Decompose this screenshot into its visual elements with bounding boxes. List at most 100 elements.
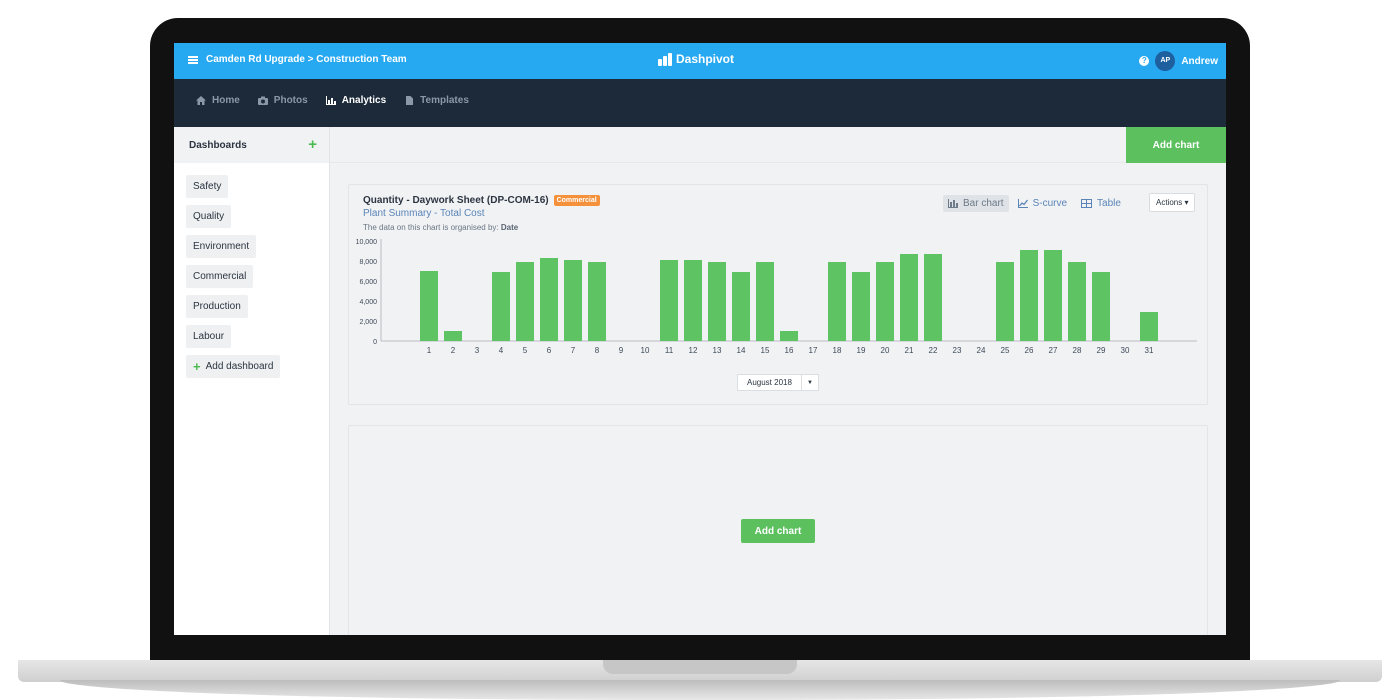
caret-down-icon: ▾ [1184,198,1189,207]
chart-bar [876,262,894,341]
home-icon [196,96,206,105]
x-tick-label: 4 [499,346,504,355]
month-select[interactable]: August 2018 ▼ [737,374,819,391]
user-name[interactable]: Andrew [1181,55,1218,67]
help-icon[interactable]: ? [1139,56,1150,66]
chart-subtitle[interactable]: Plant Summary - Total Cost [363,208,485,219]
chart-bar [756,262,774,341]
breadcrumb[interactable]: Camden Rd Upgrade > Construction Team [188,54,407,65]
app-screen: Camden Rd Upgrade > Construction Team Da… [174,43,1226,635]
dashboard-item-commercial[interactable]: Commercial [186,265,254,288]
y-tick-label: 8,000 [359,259,377,266]
x-tick-label: 1 [427,346,432,355]
x-tick-label: 11 [665,346,674,355]
dashboard-item-quality[interactable]: Quality [186,205,232,228]
nav-analytics[interactable]: Analytics [325,95,387,106]
x-tick-label: 18 [833,346,842,355]
bar-chart-icon [948,199,958,208]
caret-down-icon[interactable]: ▼ [806,379,813,386]
menu-icon[interactable] [188,55,198,64]
laptop-foot [60,680,1340,700]
bar-chart-view-button[interactable]: Bar chart [943,195,1009,212]
x-tick-label: 29 [1097,346,1106,355]
x-tick-label: 13 [713,346,722,355]
chart-card: Quantity - Daywork Sheet (DP-COM-16) Com… [348,184,1208,405]
chart-bar [588,262,606,341]
table-view-button[interactable]: Table [1076,195,1126,212]
x-tick-label: 15 [761,346,770,355]
dashboard-item-environment[interactable]: Environment [186,235,257,258]
nav-home-label: Home [212,95,240,106]
chart-bar [540,258,558,341]
x-tick-label: 9 [619,346,624,355]
y-tick-label: 4,000 [359,299,377,306]
add-chart-button[interactable]: Add chart [1126,127,1226,163]
dashboard-item-labour[interactable]: Labour [186,325,232,348]
chart-note: The data on this chart is organised by: … [363,223,518,232]
y-tick-label: 2,000 [359,319,377,326]
s-curve-view-button[interactable]: S-curve [1013,195,1072,212]
month-select-value: August 2018 [738,375,802,390]
main-nav: Home Photos Analytics Templates [174,79,1226,127]
top-bar: Camden Rd Upgrade > Construction Team Da… [174,43,1226,79]
chart-bar [492,272,510,341]
x-tick-label: 25 [1001,346,1010,355]
nav-home[interactable]: Home [196,95,240,106]
actions-dropdown[interactable]: Actions ▾ [1149,193,1196,212]
x-tick-label: 10 [641,346,650,355]
user-area: ? AP Andrew [1139,51,1218,71]
breadcrumb-text[interactable]: Camden Rd Upgrade > Construction Team [206,54,407,65]
x-tick-label: 31 [1145,346,1154,355]
chart-bar [1068,262,1086,341]
x-tick-label: 3 [475,346,480,355]
chart-note-value: Date [500,223,519,232]
line-chart-icon [1017,199,1028,208]
x-tick-label: 7 [571,346,576,355]
x-tick-label: 22 [929,346,938,355]
x-tick-label: 23 [953,346,962,355]
x-tick-label: 2 [451,346,456,355]
plus-icon: + [193,358,201,374]
chart-bar [564,260,582,341]
nav-templates-label: Templates [420,95,469,106]
chart-bar [1020,250,1038,341]
chart-bar [420,271,438,341]
add-dashboard-button[interactable]: + Add dashboard [186,355,281,378]
dashboard-item-safety[interactable]: Safety [186,175,229,198]
chart-bar [780,331,798,341]
sidebar-header: Dashboards + [174,127,329,163]
x-tick-label: 14 [737,346,746,355]
x-tick-label: 30 [1121,346,1130,355]
app-logo: Dashpivot [658,52,734,66]
dashboard-item-production[interactable]: Production [186,295,248,318]
bar-chart-view-label: Bar chart [963,198,1004,209]
x-tick-label: 16 [785,346,794,355]
add-dashboard-plus-icon[interactable]: + [308,136,317,153]
chart-view-switcher: Bar chart S-curve Table [943,195,1126,212]
add-chart-center-button[interactable]: Add chart [741,519,815,543]
chart-bar [684,260,702,341]
add-dashboard-label: Add dashboard [205,361,274,372]
x-tick-label: 26 [1025,346,1034,355]
chart-bar [1092,272,1110,341]
y-tick-label: 6,000 [359,279,377,286]
logo-text: Dashpivot [676,52,735,66]
laptop-notch [603,660,797,674]
nav-analytics-label: Analytics [341,95,387,106]
status-badge: Commercial [553,195,600,206]
x-tick-label: 8 [595,346,600,355]
chart-bar [924,254,942,341]
camera-icon [257,96,268,105]
x-tick-label: 24 [977,346,986,355]
nav-photos[interactable]: Photos [257,95,308,106]
nav-templates[interactable]: Templates [404,95,469,106]
x-tick-label: 5 [523,346,528,355]
avatar[interactable]: AP [1155,51,1176,71]
x-tick-label: 21 [905,346,914,355]
chart-bar [444,331,462,341]
chart-bar [708,262,726,341]
chart-bar [828,262,846,341]
nav-photos-label: Photos [273,95,308,106]
empty-chart-card: Add chart [348,425,1208,635]
